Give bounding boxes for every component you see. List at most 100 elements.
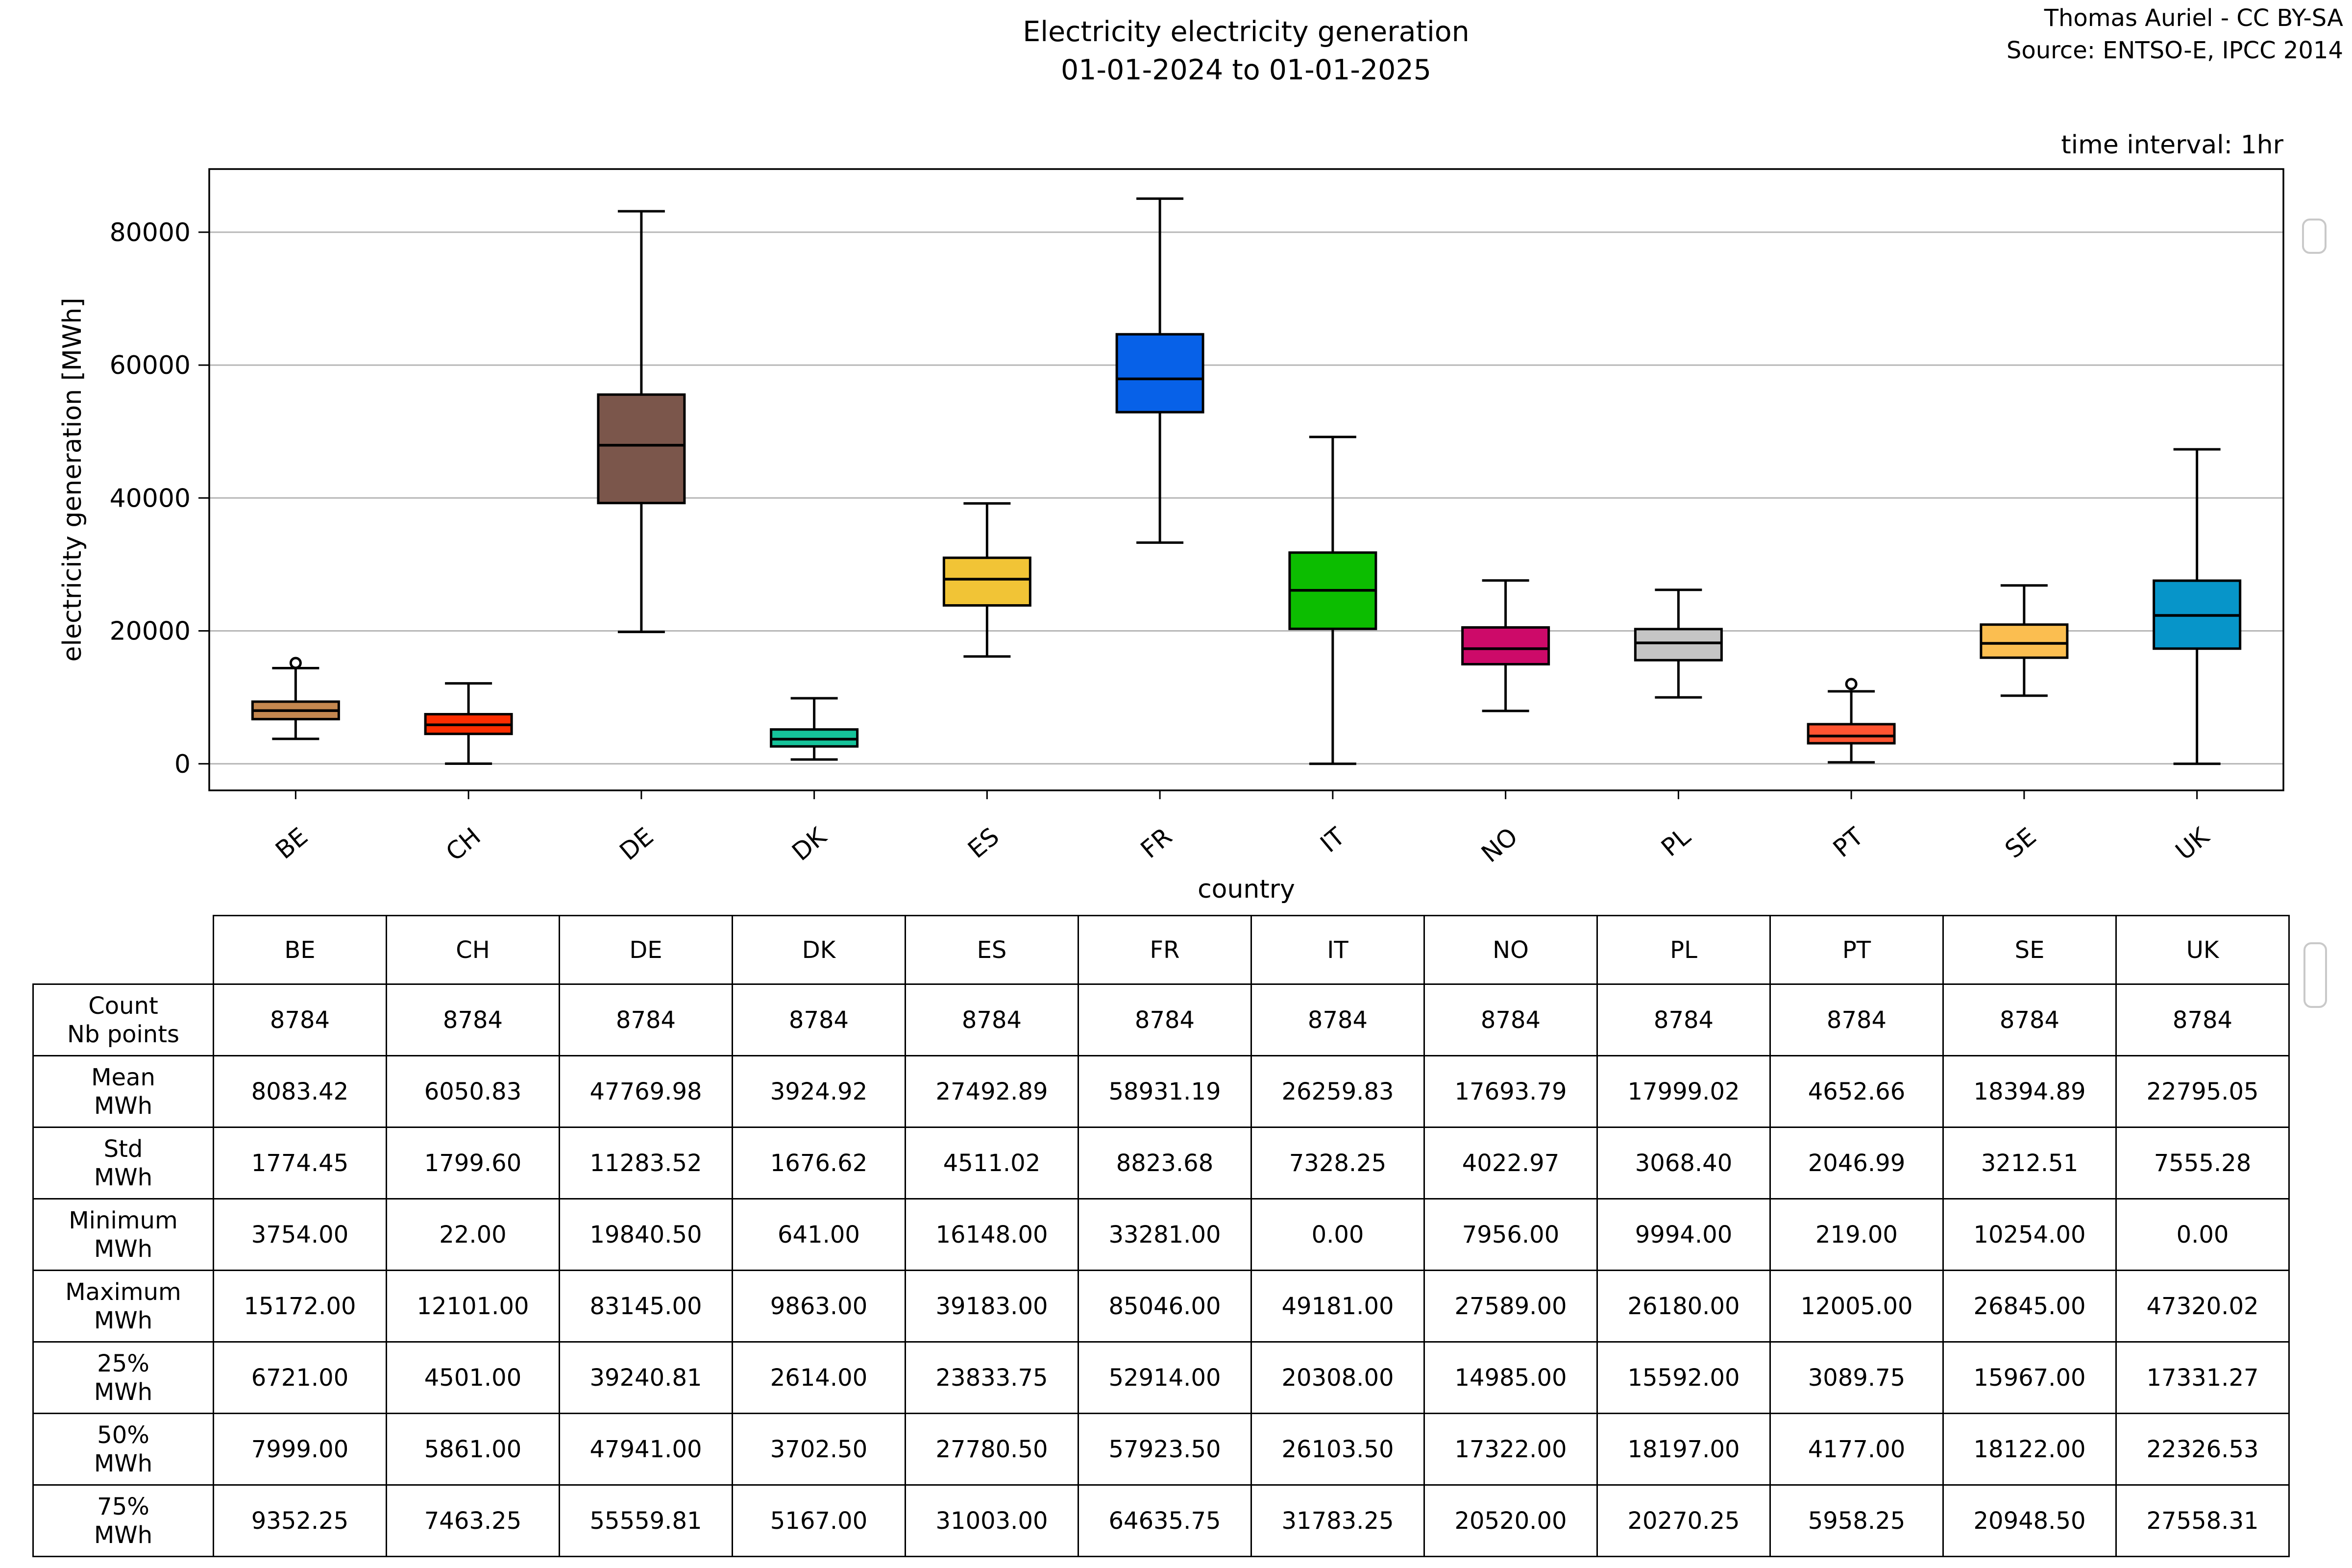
table-cell: 8784 [2115, 983, 2290, 1056]
table-cell: 26103.50 [1250, 1413, 1425, 1486]
table-cell: 0.00 [1250, 1198, 1425, 1271]
table-cell: 18122.00 [1942, 1413, 2117, 1486]
table-cell: 3702.50 [732, 1413, 906, 1486]
box-PL [1634, 628, 1723, 662]
time-interval-label: time interval: 1hr [2061, 130, 2283, 160]
table-cell: 7999.00 [213, 1413, 387, 1486]
table-cell: 26259.83 [1250, 1055, 1425, 1128]
table-cell: 0.00 [2115, 1198, 2290, 1271]
table-row: 25% MWh 6721.00 4501.00 39240.81 2614.00 23833… [32, 1341, 2290, 1414]
chart-title-line2: 01-01-2024 to 01-01-2025 [1061, 54, 1431, 86]
table-cell: 18197.00 [1596, 1413, 1771, 1486]
table-col-header-UK: UK [2115, 915, 2290, 985]
table-row: Maximum MWh 15172.00 12101.00 83145.00 9863.0… [32, 1270, 2290, 1343]
table-cell: 4177.00 [1769, 1413, 1944, 1486]
table-cell: 27589.00 [1423, 1270, 1598, 1343]
table-cell: 20308.00 [1250, 1341, 1425, 1414]
table-cell: 17999.02 [1596, 1055, 1771, 1128]
table-cell: 15592.00 [1596, 1341, 1771, 1414]
table-cell: 19840.50 [559, 1198, 733, 1271]
box-FR [1115, 333, 1204, 414]
table-cell: 47769.98 [559, 1055, 733, 1128]
table-cell: 3924.92 [732, 1055, 906, 1128]
table-cell: 9994.00 [1596, 1198, 1771, 1271]
table-cell: 8784 [905, 983, 1079, 1056]
table-cell: 55559.81 [559, 1484, 733, 1557]
table-cell: 12101.00 [386, 1270, 560, 1343]
table-cell: 33281.00 [1078, 1198, 1252, 1271]
table-cell: 9863.00 [732, 1270, 906, 1343]
statistics-table: BE CH DE DK ES FR IT NO PL PT SE UK Count Nb points 87… [32, 915, 2290, 1557]
table-cell: 85046.00 [1078, 1270, 1252, 1343]
y-tick-label: 20000 [110, 617, 191, 646]
table-cell: 3754.00 [213, 1198, 387, 1271]
table-cell: 2614.00 [732, 1341, 906, 1414]
table-cell: 16148.00 [905, 1198, 1079, 1271]
table-cell: 31003.00 [905, 1484, 1079, 1557]
x-tick-label-PT: PT [1828, 822, 1869, 863]
y-tick-label: 80000 [110, 218, 191, 247]
row-label-name: 50% [97, 1421, 149, 1449]
table-cell: 8784 [1423, 983, 1598, 1056]
collapse-handle-icon[interactable] [2303, 942, 2327, 1008]
table-cell: 3212.51 [1942, 1127, 2117, 1200]
table-row: 75% MWh 9352.25 7463.25 55559.81 5167.00 31003… [32, 1484, 2290, 1557]
stats-table: BE CH DE DK ES FR IT NO PL PT SE UK Count Nb points 87… [32, 915, 2290, 1557]
table-cell: 4022.97 [1423, 1127, 1598, 1200]
attribution-author: Thomas Auriel - CC BY-SA [2044, 4, 2343, 32]
table-cell: 8784 [1078, 983, 1252, 1056]
table-col-header-BE: BE [213, 915, 387, 985]
table-cell: 8784 [1596, 983, 1771, 1056]
outlier-marker [289, 657, 302, 669]
table-cell: 8784 [1250, 983, 1425, 1056]
table-row-label: Count Nb points [32, 983, 214, 1056]
table-cell: 10254.00 [1942, 1198, 2117, 1271]
table-col-header-ES: ES [905, 915, 1079, 985]
table-row-label: 75% MWh [32, 1484, 214, 1557]
table-cell: 17693.79 [1423, 1055, 1598, 1128]
row-label-unit: MWh [94, 1306, 153, 1334]
table-col-header-IT: IT [1250, 915, 1425, 985]
attribution: Thomas Auriel - CC BY-SA Source: ENTSO-E… [2007, 2, 2343, 67]
table-row: Mean MWh 8083.42 6050.83 47769.98 3924.92 2749… [32, 1055, 2290, 1128]
table-cell: 11283.52 [559, 1127, 733, 1200]
collapse-handle-icon[interactable] [2302, 219, 2327, 254]
row-label-name: Std [103, 1135, 143, 1163]
table-cell: 4501.00 [386, 1341, 560, 1414]
table-row: Minimum MWh 3754.00 22.00 19840.50 641.00 1614… [32, 1198, 2290, 1271]
table-col-header-FR: FR [1078, 915, 1252, 985]
row-label-unit: MWh [94, 1521, 153, 1549]
table-cell: 22795.05 [2115, 1055, 2290, 1128]
table-cell: 6721.00 [213, 1341, 387, 1414]
table-cell: 18394.89 [1942, 1055, 2117, 1128]
table-row: 50% MWh 7999.00 5861.00 47941.00 3702.50 27780… [32, 1413, 2290, 1486]
table-cell: 23833.75 [905, 1341, 1079, 1414]
row-label-unit: Nb points [67, 1020, 180, 1048]
table-cell: 3089.75 [1769, 1341, 1944, 1414]
x-tick-label-DK: DK [786, 822, 832, 866]
table-cell: 27780.50 [905, 1413, 1079, 1486]
table-cell: 22326.53 [2115, 1413, 2290, 1486]
box-DE [597, 393, 686, 505]
x-tick-label-FR: FR [1135, 822, 1177, 864]
table-cell: 7328.25 [1250, 1127, 1425, 1200]
table-col-header-NO: NO [1423, 915, 1598, 985]
x-axis-title: country [1198, 875, 1295, 904]
table-cell: 9352.25 [213, 1484, 387, 1557]
box-SE [1980, 623, 2069, 659]
x-tick-label-ES: ES [962, 822, 1004, 864]
table-cell: 26180.00 [1596, 1270, 1771, 1343]
table-cell: 1774.45 [213, 1127, 387, 1200]
table-cell: 57923.50 [1078, 1413, 1252, 1486]
plot-border [208, 168, 2284, 791]
table-cell: 39240.81 [559, 1341, 733, 1414]
table-cell: 1676.62 [732, 1127, 906, 1200]
table-cell: 12005.00 [1769, 1270, 1944, 1343]
y-tick-label: 0 [174, 750, 191, 779]
table-cell: 6050.83 [386, 1055, 560, 1128]
table-cell: 15967.00 [1942, 1341, 2117, 1414]
row-label-name: 75% [97, 1493, 149, 1520]
table-cell: 7956.00 [1423, 1198, 1598, 1271]
table-cell: 5958.25 [1769, 1484, 1944, 1557]
